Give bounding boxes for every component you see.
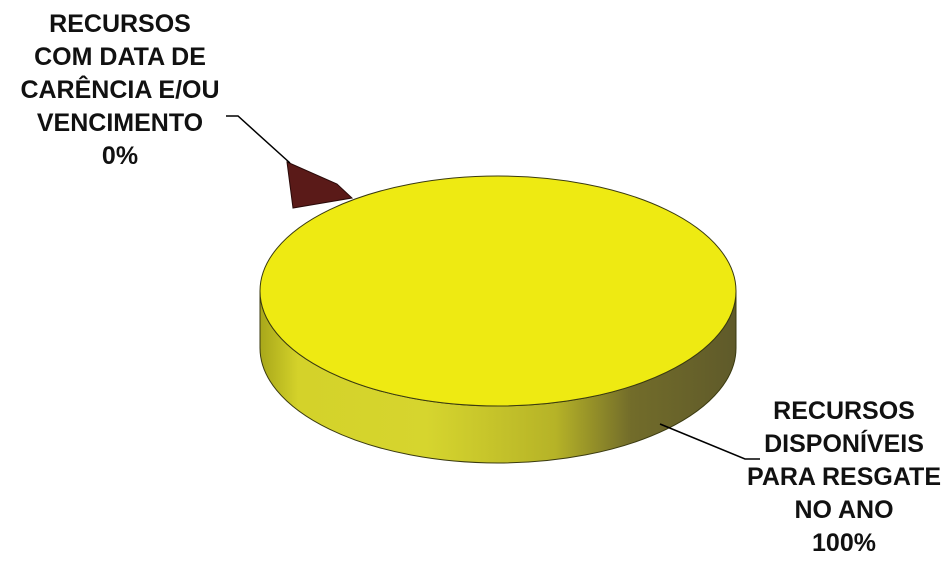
pie-slice-recursos-disponiveis	[259, 175, 737, 407]
leader-line-recursos-disponiveis	[659, 423, 760, 460]
pie-slice-recursos-carencia	[286, 161, 354, 209]
slice-label-line: NO ANO	[794, 496, 894, 524]
slice-percent-label: 0%	[101, 142, 139, 170]
slice-percent-label: 100%	[812, 529, 876, 557]
slice-label-line: RECURSOS	[49, 10, 191, 38]
slice-label-line: COM DATA DE	[34, 43, 206, 71]
slice-label-line: VENCIMENTO	[36, 109, 204, 137]
slice-label-line: PARA RESGATE	[747, 463, 941, 491]
slice-label-line: CARÊNCIA E/OU	[20, 76, 220, 104]
slice-label-recursos-disponiveis: RECURSOS DISPONÍVEIS PARA RESGATE NO ANO…	[744, 395, 944, 560]
slice-label-line: DISPONÍVEIS	[764, 430, 924, 458]
slice-label-recursos-carencia: RECURSOS COM DATA DE CARÊNCIA E/OU VENCI…	[0, 8, 240, 173]
slice-label-line: RECURSOS	[773, 397, 915, 425]
leader-line-recursos-carencia	[226, 115, 291, 164]
